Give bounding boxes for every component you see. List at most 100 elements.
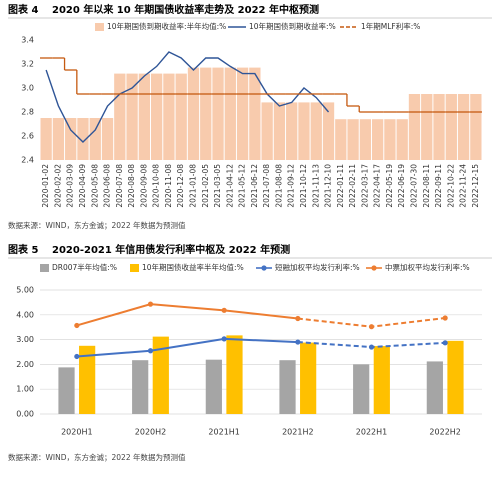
marker xyxy=(368,344,375,350)
x-tick-label: 2022-07-30 xyxy=(409,164,418,208)
x-tick-label: 2022-03-17 xyxy=(360,164,369,208)
x-tick-label: 2022-04-17 xyxy=(373,164,382,208)
x-tick-label: 2021-06-12 xyxy=(250,164,259,208)
y-tick-label: 3.0 xyxy=(21,84,34,93)
bar xyxy=(58,367,75,414)
x-tick-label: 2022-08-11 xyxy=(422,164,431,208)
x-tick-label: 2021-05-12 xyxy=(238,164,247,208)
bar xyxy=(138,73,151,160)
marker xyxy=(147,348,154,354)
bar xyxy=(200,67,212,160)
bar xyxy=(335,119,347,160)
bar xyxy=(40,118,52,160)
bar xyxy=(236,67,249,160)
x-tick-label: 2020-03-09 xyxy=(66,164,75,208)
x-tick-label: 2022-05-19 xyxy=(385,164,394,208)
bar xyxy=(65,118,77,160)
bar xyxy=(470,94,482,160)
legend-swatch xyxy=(40,264,49,272)
bar xyxy=(163,73,175,160)
figure-label: 图表 4 xyxy=(8,3,38,16)
bar xyxy=(114,73,126,160)
x-tick-label: 2022H2 xyxy=(429,428,460,437)
x-tick-label: 2020-01-02 xyxy=(41,164,50,208)
line xyxy=(45,51,330,143)
y-tick-label: 3.2 xyxy=(21,60,34,69)
marker xyxy=(295,315,301,322)
marker xyxy=(74,322,80,329)
y-tick-label: 4.00 xyxy=(16,310,34,319)
x-tick-label: 2022-06-19 xyxy=(397,164,406,208)
x-tick-label: 2021-07-08 xyxy=(262,164,271,208)
marker xyxy=(221,307,227,313)
x-tick-label: 2021-08-08 xyxy=(274,164,283,208)
bar xyxy=(212,67,224,160)
x-tick-label: 2022-01-11 xyxy=(336,164,345,208)
x-tick-label: 2020H2 xyxy=(135,428,166,437)
bar xyxy=(89,118,101,160)
x-tick-label: 2020-06-08 xyxy=(103,164,112,208)
x-tick-label: 2020-02-02 xyxy=(53,164,62,208)
y-tick-label: 2.6 xyxy=(21,132,34,141)
bar xyxy=(279,360,296,414)
legend-label: DR007半年均值:% xyxy=(52,262,117,272)
x-tick-label: 2022-11-24 xyxy=(459,164,468,208)
bar xyxy=(286,102,298,160)
x-tick-label: 2020-05-08 xyxy=(90,164,99,208)
x-tick-label: 2020-09-08 xyxy=(139,164,148,208)
y-tick-label: 2.8 xyxy=(21,108,34,117)
x-tick-label: 2022-12-15 xyxy=(471,164,480,208)
bar xyxy=(298,102,310,160)
x-tick-label: 2020-12-08 xyxy=(176,164,185,208)
bar xyxy=(126,73,138,160)
bar xyxy=(273,102,286,160)
legend-label: 10年期国债到期收益率:半年均值:% xyxy=(107,21,226,31)
x-tick-label: 2020-07-08 xyxy=(115,164,124,208)
x-tick-label: 2021H2 xyxy=(282,428,313,437)
x-tick-label: 2021-04-12 xyxy=(225,164,234,208)
x-tick-label: 2020-04-09 xyxy=(78,164,87,208)
bar xyxy=(101,118,114,160)
bar xyxy=(52,118,65,160)
bar xyxy=(187,67,200,160)
legend-marker xyxy=(371,265,377,271)
bar xyxy=(310,102,322,160)
bar xyxy=(224,67,236,160)
x-tick-label: 2020H1 xyxy=(61,428,92,437)
x-tick-label: 2022-02-11 xyxy=(348,164,357,208)
bar xyxy=(347,119,359,160)
marker xyxy=(147,301,154,307)
bar xyxy=(421,94,433,160)
marker xyxy=(221,336,227,342)
bar xyxy=(384,119,396,160)
legend-marker xyxy=(261,265,267,271)
marker xyxy=(295,339,301,345)
bar xyxy=(205,359,222,414)
marker xyxy=(442,340,448,346)
figure-title: 2020-2021 年信用债发行利率中枢及 2022 年预测 xyxy=(52,243,290,256)
bar xyxy=(152,336,169,414)
bar xyxy=(433,94,445,160)
bar xyxy=(77,118,89,160)
bar xyxy=(150,73,163,160)
bar xyxy=(373,346,390,414)
bar xyxy=(300,342,317,414)
marker xyxy=(442,315,448,321)
bar xyxy=(353,364,370,414)
y-tick-label: 2.00 xyxy=(16,360,34,369)
bar xyxy=(132,360,149,414)
x-tick-label: 2021H1 xyxy=(208,428,239,437)
bar xyxy=(261,102,273,160)
y-tick-label: 3.00 xyxy=(16,335,34,344)
x-tick-label: 2020-08-08 xyxy=(127,164,136,208)
x-tick-label: 2021-03-05 xyxy=(213,164,222,208)
bar xyxy=(447,340,464,414)
bar xyxy=(396,119,408,160)
line xyxy=(76,337,298,358)
x-tick-label: 2020-11-08 xyxy=(164,164,173,208)
source-note: 数据来源：WIND，东方金诚；2022 年数据为预测值 xyxy=(8,452,186,462)
legend-label: 1年期MLF利率:% xyxy=(361,21,420,31)
x-tick-label: 2021-01-08 xyxy=(188,164,197,208)
source-note: 数据来源：WIND，东方金诚；2022 年数据为预测值 xyxy=(8,220,186,230)
